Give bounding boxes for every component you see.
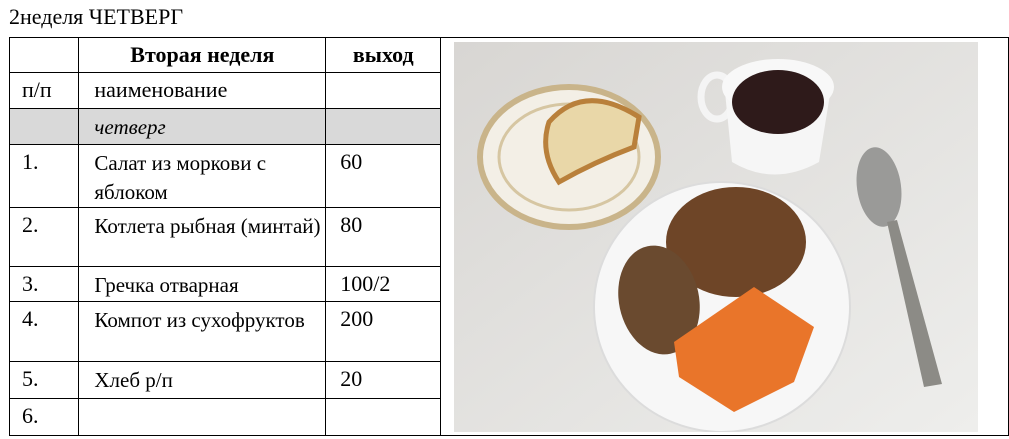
menu-table: Вторая неделя выход п/п наименование чет… <box>8 37 1009 436</box>
row-yield: 80 <box>325 207 442 267</box>
subheader-num: п/п <box>8 72 80 109</box>
row-name: Котлета рыбная (минтай) <box>78 207 327 267</box>
header-row: Вторая неделя выход <box>8 37 1009 436</box>
row-num: 5. <box>8 361 80 399</box>
table-row: 4. Компот из сухофруктов 200 <box>8 301 1009 362</box>
page-title: 2неделя ЧЕТВЕРГ <box>9 4 184 29</box>
row-yield: 200 <box>325 301 442 362</box>
day-row: четверг <box>8 108 1009 145</box>
row-yield <box>325 398 442 436</box>
spoon <box>856 146 943 387</box>
header-week: Вторая неделя <box>78 37 327 73</box>
row-name: Гречка отварная <box>78 266 327 302</box>
row-name: Компот из сухофруктов <box>78 301 327 362</box>
row-yield: 60 <box>325 144 442 208</box>
row-yield: 20 <box>325 361 442 399</box>
saucer <box>477 83 662 230</box>
row-num: 1. <box>8 144 80 208</box>
table-row: 2. Котлета рыбная (минтай) 80 <box>8 207 1009 267</box>
row-num: 3. <box>8 266 80 302</box>
subheader-name: наименование <box>78 72 327 109</box>
table-row: 5. Хлеб р/п 20 <box>8 361 1009 399</box>
day-num <box>8 108 80 145</box>
day-name: четверг <box>78 108 327 145</box>
row-name: Салат из моркови с яблоком <box>78 144 327 208</box>
header-num <box>8 37 80 73</box>
tea-cup <box>697 58 835 174</box>
meal-photo <box>454 41 979 432</box>
photo-cell <box>440 37 1009 436</box>
main-plate <box>593 180 852 432</box>
header-yield: выход <box>325 37 442 73</box>
table-row: 3. Гречка отварная 100/2 <box>8 266 1009 302</box>
row-num: 4. <box>8 301 80 362</box>
subheader-yield <box>325 72 442 109</box>
row-yield: 100/2 <box>325 266 442 302</box>
row-num: 2. <box>8 207 80 267</box>
row-name <box>78 398 327 436</box>
table-row: 6. <box>8 398 1009 436</box>
day-yield <box>325 108 442 145</box>
row-name: Хлеб р/п <box>78 361 327 399</box>
row-num: 6. <box>8 398 80 436</box>
